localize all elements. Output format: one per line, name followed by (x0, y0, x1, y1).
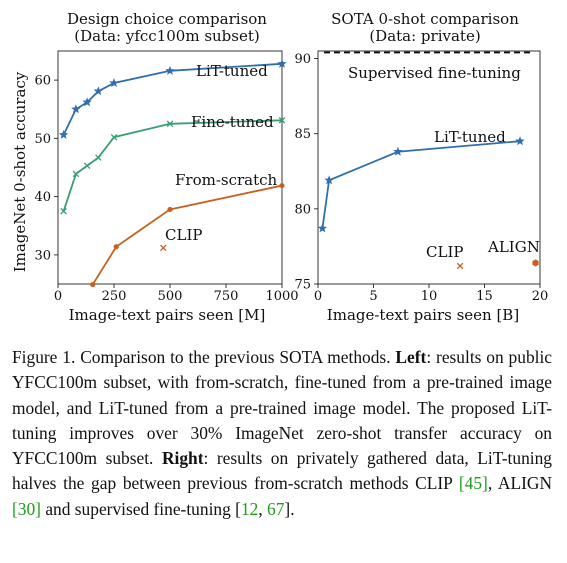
y-tick-label: 85 (294, 127, 311, 142)
citation-bracket: [ (235, 498, 241, 519)
series-line-lit-tuned (321, 140, 521, 229)
x-tick-label: 250 (102, 289, 127, 304)
left-chart: Design choice comparison (Data: yfcc100m… (11, 10, 299, 324)
caption-text: Comparison to the previous SOTA methods. (75, 347, 396, 367)
x-tick-label: 15 (476, 289, 493, 304)
data-point-align (532, 259, 539, 267)
data-point-lit-tuned (165, 65, 175, 75)
right-chart: SOTA 0-shot comparison (Data: private) I… (294, 10, 548, 324)
citation-bracket: ] (284, 498, 291, 519)
data-point-fine-tuned (95, 154, 102, 161)
data-point-fine-tuned (278, 117, 286, 124)
figure-1: Design choice comparison (Data: yfcc100m… (11, 10, 548, 324)
right-chart-axes: 0 5 10 15 20 75 80 85 90 (294, 50, 549, 304)
data-point-lit-tuned (393, 146, 403, 156)
data-point-from-scratch (167, 206, 173, 213)
y-tick-label: 60 (34, 74, 51, 89)
point-label-clip-right: CLIP (426, 243, 463, 261)
data-point-from-scratch (279, 182, 285, 189)
data-point-fine-tuned (60, 207, 67, 215)
data-point-lit-tuned (58, 129, 69, 139)
data-point-lit-tuned (71, 104, 81, 114)
x-tick-label: 5 (369, 289, 377, 304)
x-tick-label: 750 (214, 289, 239, 304)
x-tick-label: 500 (158, 289, 183, 304)
figure-caption: Figure 1. Comparison to the previous SOT… (12, 345, 552, 522)
left-chart-ylabel: ImageNet 0-shot accuracy (11, 71, 29, 272)
y-tick-label: 75 (294, 278, 311, 293)
y-tick-label: 90 (294, 52, 311, 67)
legend-label-from-scratch: From-scratch (175, 171, 278, 189)
x-tick-label: 10 (421, 289, 438, 304)
data-point-clip (456, 262, 464, 270)
data-point-fine-tuned (166, 120, 174, 128)
data-point-lit-tuned (324, 175, 334, 185)
data-point-from-scratch (113, 244, 119, 250)
legend-label-fine-tuned: Fine-tuned (191, 113, 274, 131)
left-chart-subtitle: (Data: yfcc100m subset) (74, 27, 259, 45)
data-point-lit-tuned (82, 97, 92, 107)
x-tick-label: 1000 (265, 289, 298, 304)
point-label-clip-left: CLIP (165, 226, 202, 244)
caption-text: . (290, 498, 295, 519)
series-line-fine-tuned (62, 119, 283, 212)
caption-text: and supervised fine-tuning (40, 498, 236, 519)
left-chart-axes: 0 250 500 750 1000 30 40 50 60 (34, 50, 299, 304)
citation-link[interactable]: [30] (12, 498, 41, 519)
y-tick-label: 80 (294, 202, 311, 217)
right-chart-xlabel: Image-text pairs seen [B] (327, 306, 519, 324)
left-chart-title: Design choice comparison (67, 10, 267, 28)
right-chart-title: SOTA 0-shot comparison (331, 10, 519, 28)
right-chart-marks (317, 51, 539, 270)
citation-link[interactable]: 12 (240, 498, 259, 519)
plot-frame (57, 50, 283, 285)
y-tick-label: 30 (34, 248, 51, 263)
citation-link[interactable]: [45] (458, 473, 488, 494)
data-point-lit-tuned (93, 86, 104, 96)
caption-label: Figure 1. (12, 347, 76, 367)
data-point-lit-tuned (277, 58, 287, 68)
data-point-fine-tuned (72, 170, 80, 178)
y-tick-label: 50 (34, 132, 51, 147)
data-point-fine-tuned (83, 162, 91, 170)
point-label-align: ALIGN (487, 238, 540, 256)
caption-right-keyword: Right (161, 448, 204, 469)
legend-label-lit-tuned: LiT-tuned (196, 62, 268, 80)
y-tick-label: 40 (34, 190, 51, 205)
legend-label-lit-tuned-right: LiT-tuned (434, 128, 506, 146)
x-tick-label: 20 (532, 289, 549, 304)
data-point-clip (160, 244, 167, 252)
data-point-lit-tuned (109, 78, 119, 88)
left-chart-marks (58, 58, 287, 288)
citation-link[interactable]: 67 (267, 498, 285, 519)
caption-left-keyword: Left (395, 347, 427, 367)
x-tick-label: 0 (54, 289, 62, 304)
series-line-from-scratch (91, 184, 283, 286)
x-tick-label: 0 (314, 289, 322, 304)
data-point-lit-tuned (515, 136, 525, 146)
citation-separator: , (258, 498, 268, 519)
left-chart-xlabel: Image-text pairs seen [M] (69, 306, 266, 324)
caption-text: : results on privately gathered data, Li… (12, 448, 553, 494)
right-chart-subtitle: (Data: private) (369, 27, 480, 45)
data-point-from-scratch (90, 281, 96, 288)
caption-text: : results on public YFCC100m subset, wit… (12, 347, 553, 469)
data-point-fine-tuned (110, 133, 118, 141)
reference-label-supervised: Supervised fine-tuning (348, 64, 521, 82)
caption-text: , ALIGN (487, 473, 553, 494)
data-point-lit-tuned (317, 223, 328, 233)
